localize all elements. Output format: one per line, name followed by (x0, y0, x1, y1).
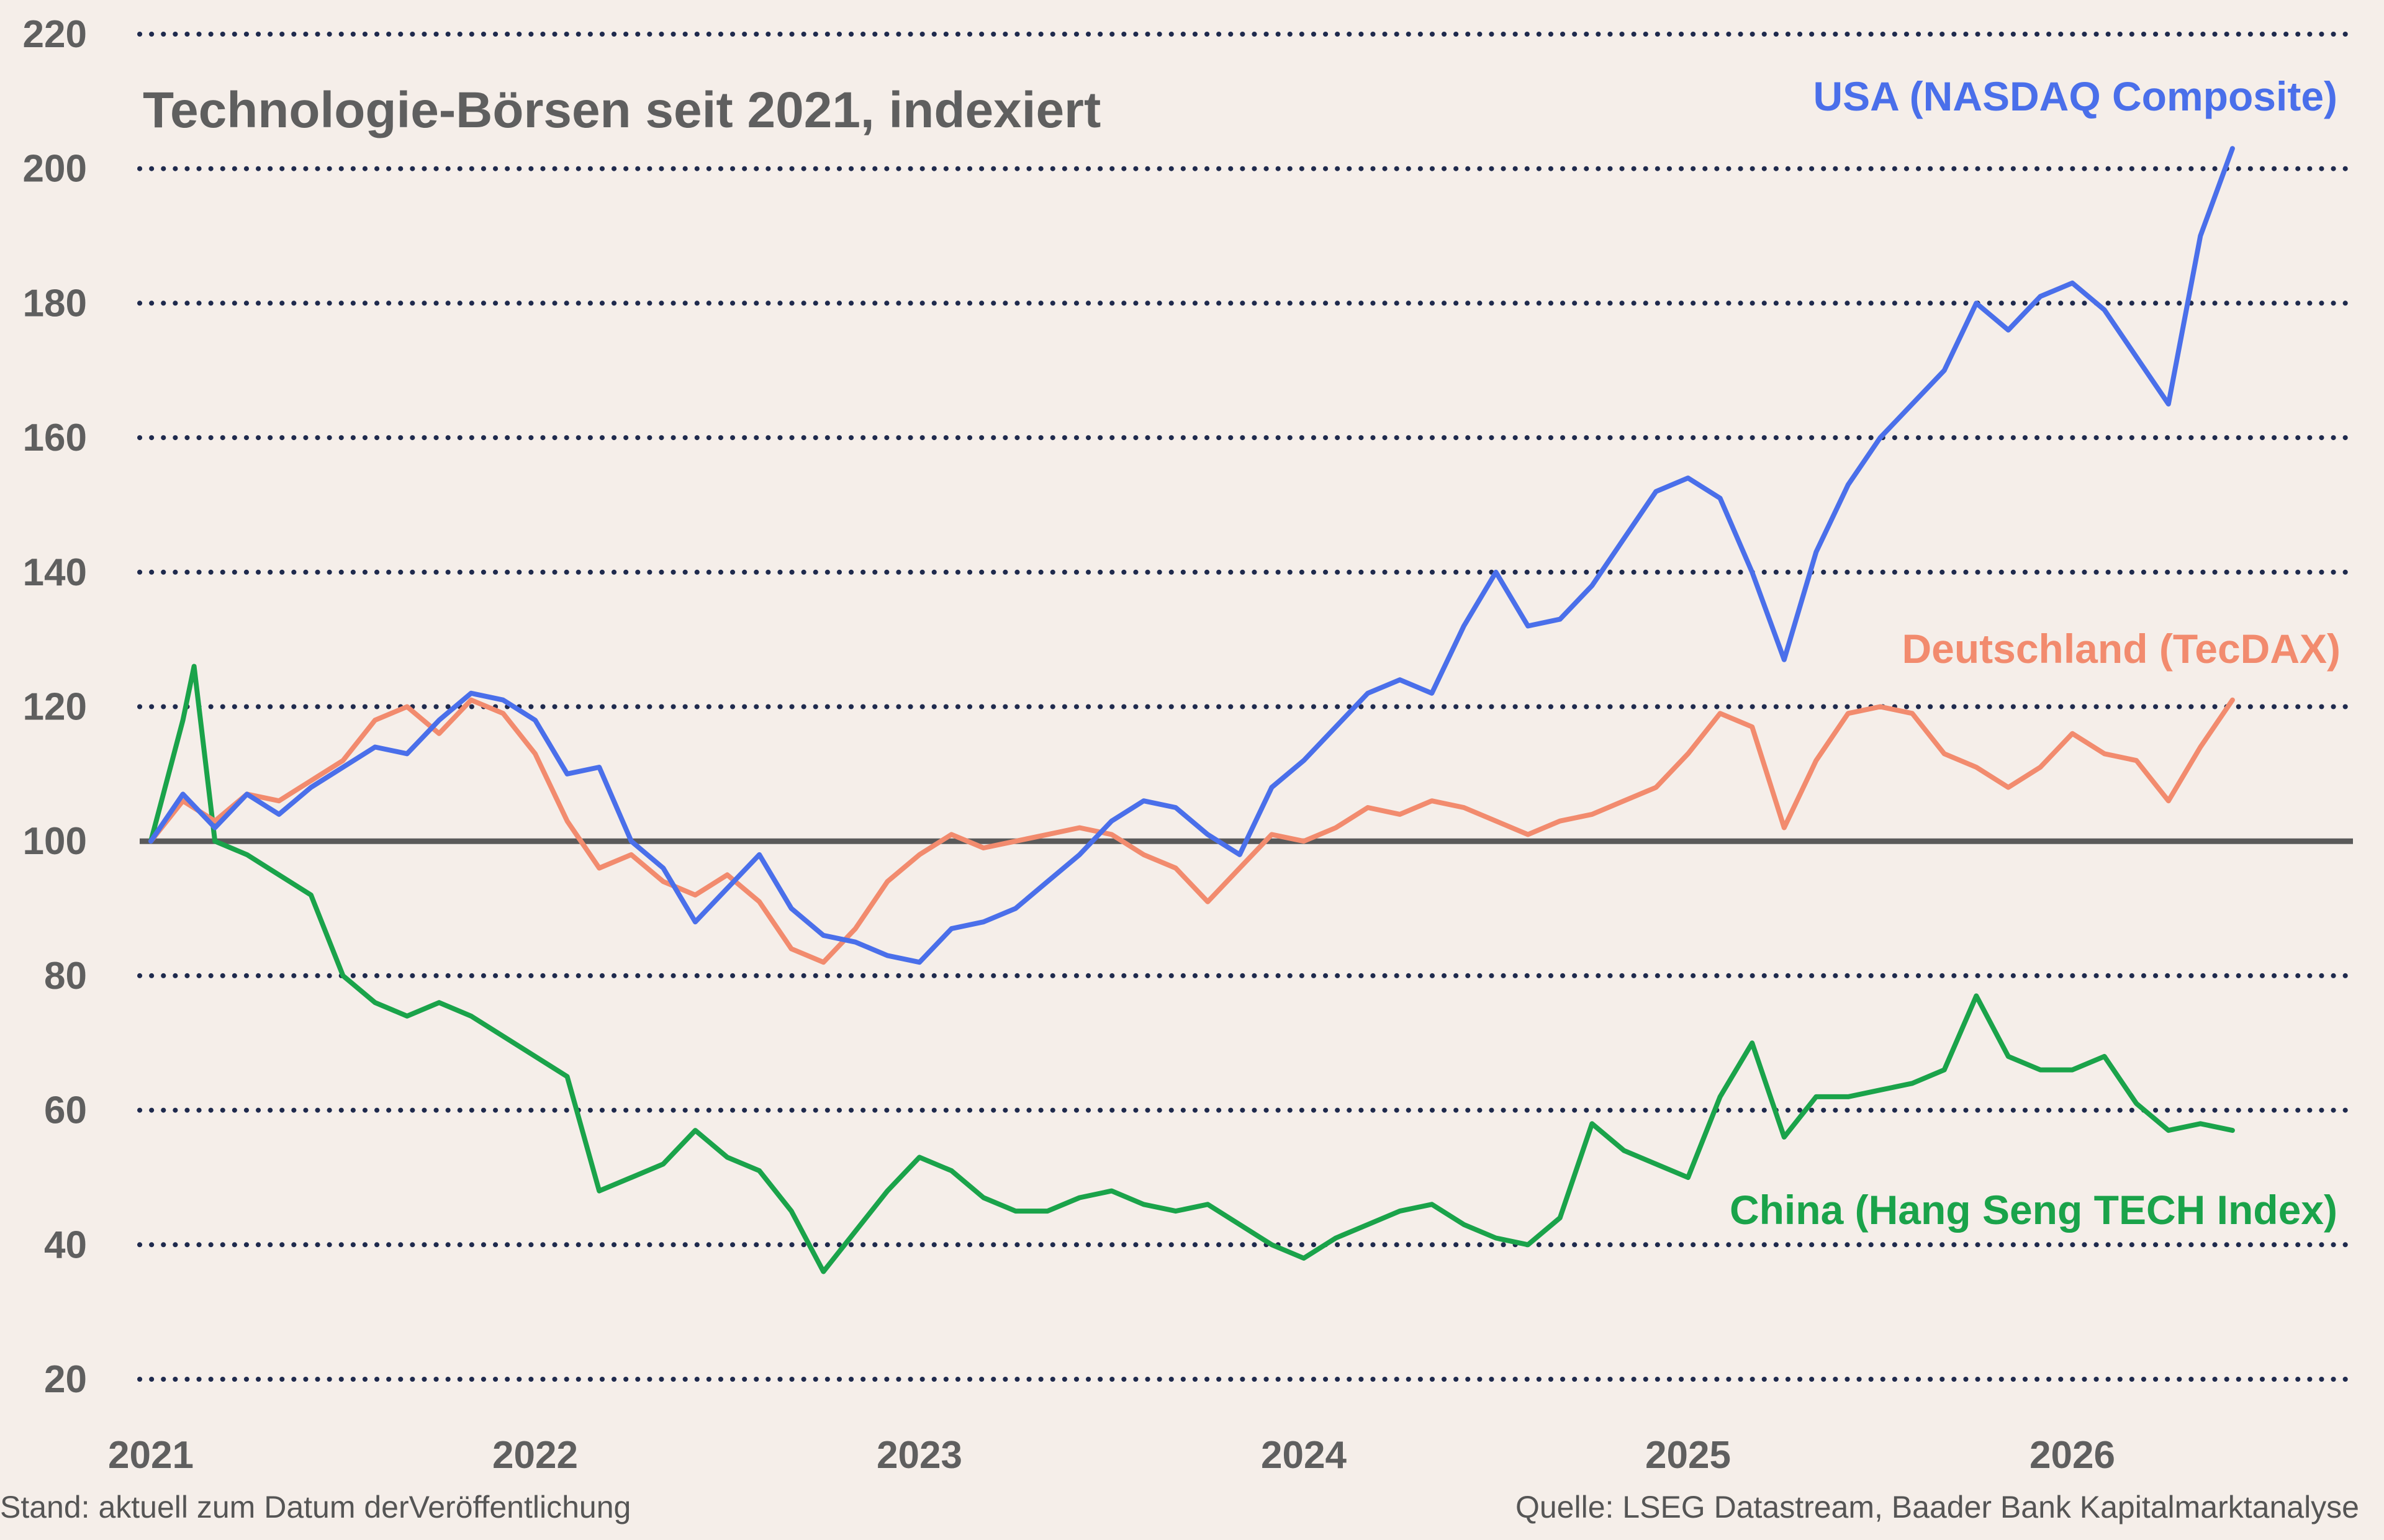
x-axis-tick-labels: 2021 2022 2023 2024 2025 2026 (108, 1434, 2115, 1477)
y-tick-label: 60 (44, 1089, 87, 1132)
x-tick-label: 2026 (2030, 1434, 2115, 1477)
x-tick-label: 2024 (1261, 1434, 1347, 1477)
series-lines (148, 146, 2235, 1274)
y-axis-tick-labels: 20 40 60 80 100 120 140 160 180 200 220 (23, 13, 87, 1401)
y-tick-label: 180 (23, 282, 87, 325)
series-line-germany (148, 697, 2235, 965)
y-tick-label: 80 (44, 955, 87, 997)
x-tick-label: 2022 (492, 1434, 578, 1477)
series-label-usa: USA (NASDAQ Composite) (1813, 73, 2337, 119)
series-label-china: China (Hang Seng TECH Index) (1730, 1187, 2337, 1233)
x-tick-label: 2021 (108, 1434, 194, 1477)
y-tick-label: 220 (23, 13, 87, 56)
x-tick-label: 2025 (1645, 1434, 1731, 1477)
chart-title: Technologie-Börsen seit 2021, indexiert (143, 82, 1101, 138)
y-tick-label: 20 (44, 1358, 87, 1401)
footer-source: Quelle: LSEG Datastream, Baader Bank Kap… (1515, 1490, 2359, 1524)
y-tick-label: 40 (44, 1223, 87, 1266)
x-tick-label: 2023 (877, 1434, 962, 1477)
y-tick-label: 120 (23, 686, 87, 729)
series-line-usa (148, 146, 2235, 965)
footer-note: Stand: aktuell zum Datum derVeröffentlic… (0, 1490, 631, 1524)
y-tick-label: 160 (23, 417, 87, 459)
y-tick-label: 140 (23, 551, 87, 594)
gridlines (137, 32, 2355, 1382)
y-tick-label: 100 (23, 820, 87, 863)
series-line-china (148, 664, 2235, 1274)
series-label-germany: Deutschland (TecDAX) (1902, 626, 2341, 672)
y-tick-label: 200 (23, 148, 87, 191)
